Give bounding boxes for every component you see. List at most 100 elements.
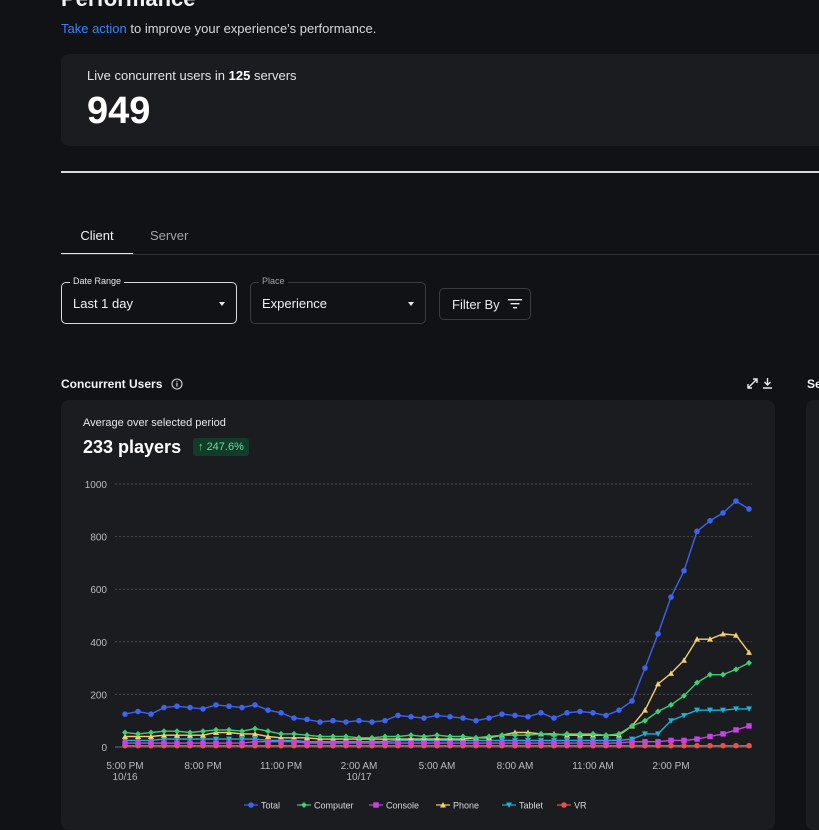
data-point-total [330, 717, 336, 724]
data-point-console [577, 740, 583, 746]
data-point-computer [499, 732, 505, 739]
download-icon[interactable] [761, 377, 774, 390]
data-point-computer [135, 730, 141, 737]
data-point-console [447, 740, 453, 746]
data-point-console [616, 740, 622, 746]
data-point-console [252, 739, 258, 745]
x-tick-label: 8:00 PM [184, 761, 221, 772]
data-point-console [239, 740, 245, 746]
data-point-phone [681, 657, 687, 663]
data-point-computer [421, 733, 427, 740]
legend-marker-total [248, 802, 254, 808]
data-point-computer [278, 730, 284, 737]
data-point-computer [148, 729, 154, 736]
data-point-computer [369, 734, 375, 741]
x-tick-sublabel: 10/17 [346, 772, 371, 783]
date-range-select[interactable]: Date Range Last 1 day [61, 276, 237, 324]
data-point-tablet [200, 736, 206, 743]
data-point-computer [525, 732, 531, 739]
live-users-value: 949 [87, 90, 151, 132]
data-point-computer [239, 728, 245, 735]
data-point-tablet [681, 712, 687, 719]
expand-icon[interactable] [746, 377, 759, 390]
data-point-computer [733, 666, 739, 673]
data-point-console [551, 740, 557, 746]
caret-down-icon [219, 302, 225, 306]
data-point-tablet [187, 736, 193, 743]
data-point-console [317, 740, 323, 746]
data-point-total [343, 719, 349, 725]
data-point-console [525, 740, 531, 746]
filter-by-button[interactable]: Filter By [439, 288, 531, 320]
data-point-console [122, 740, 128, 746]
legend-marker-phone [440, 802, 446, 808]
data-point-total [122, 711, 128, 717]
data-point-console [603, 740, 609, 746]
data-point-vr [720, 742, 726, 749]
data-point-tablet [174, 736, 180, 743]
data-point-total [616, 707, 622, 713]
data-point-console [395, 740, 401, 746]
data-point-total [655, 631, 661, 637]
data-point-console [200, 740, 206, 746]
data-point-total [239, 704, 245, 711]
tab-server[interactable]: Server [150, 228, 189, 243]
x-tick-label: 2:00 AM [341, 761, 378, 772]
data-point-total [356, 717, 362, 724]
data-point-vr [746, 742, 752, 749]
data-point-phone [200, 732, 206, 738]
live-label-suffix: servers [250, 68, 297, 83]
data-point-computer [486, 733, 492, 740]
data-point-computer [512, 732, 518, 739]
legend-marker-console [373, 802, 379, 808]
data-point-phone [707, 636, 713, 642]
data-point-computer [720, 671, 726, 678]
average-value: 233 players [83, 437, 182, 457]
x-tick-label: 5:00 PM [106, 761, 143, 772]
change-badge: ↑ 247.6% [193, 438, 249, 456]
data-point-total [265, 707, 271, 713]
subtitle-text: to improve your experience's performance… [126, 21, 377, 36]
data-point-total [681, 567, 687, 574]
data-point-console [655, 739, 661, 745]
data-point-total [746, 506, 752, 512]
data-point-console [512, 740, 518, 746]
tab-client[interactable]: Client [80, 228, 114, 243]
data-point-computer [616, 730, 622, 737]
data-point-console [434, 740, 440, 746]
data-point-total [200, 706, 206, 712]
data-point-tablet [226, 736, 232, 743]
info-icon[interactable] [171, 378, 183, 390]
legend-label-console: Console [386, 801, 419, 811]
data-point-computer [317, 733, 323, 740]
data-point-console [421, 740, 427, 746]
data-point-console [746, 723, 752, 729]
data-point-console [707, 733, 713, 740]
data-point-tablet [213, 736, 219, 743]
data-point-computer [382, 733, 388, 740]
data-point-vr [707, 742, 713, 749]
data-point-tablet [746, 706, 752, 712]
data-point-total [668, 594, 674, 600]
second-section-title: Se [807, 377, 819, 391]
data-point-total [473, 717, 479, 724]
data-point-total [187, 704, 193, 711]
data-point-computer [564, 730, 570, 737]
data-point-computer [200, 728, 206, 735]
data-point-tablet [707, 707, 713, 714]
x-tick-label: 5:00 AM [419, 761, 456, 772]
data-point-phone [278, 734, 284, 741]
data-point-computer [122, 729, 128, 736]
data-point-console [187, 740, 193, 746]
data-point-console [629, 739, 635, 745]
take-action-link[interactable]: Take action [61, 21, 127, 36]
data-point-tablet [720, 707, 726, 714]
place-select[interactable]: Place Experience [250, 276, 426, 324]
filter-icon [508, 299, 522, 309]
data-point-console [382, 740, 388, 746]
data-point-phone [655, 680, 661, 687]
data-point-tablet [694, 707, 700, 714]
data-point-total [421, 715, 427, 721]
data-point-tablet [668, 718, 674, 724]
